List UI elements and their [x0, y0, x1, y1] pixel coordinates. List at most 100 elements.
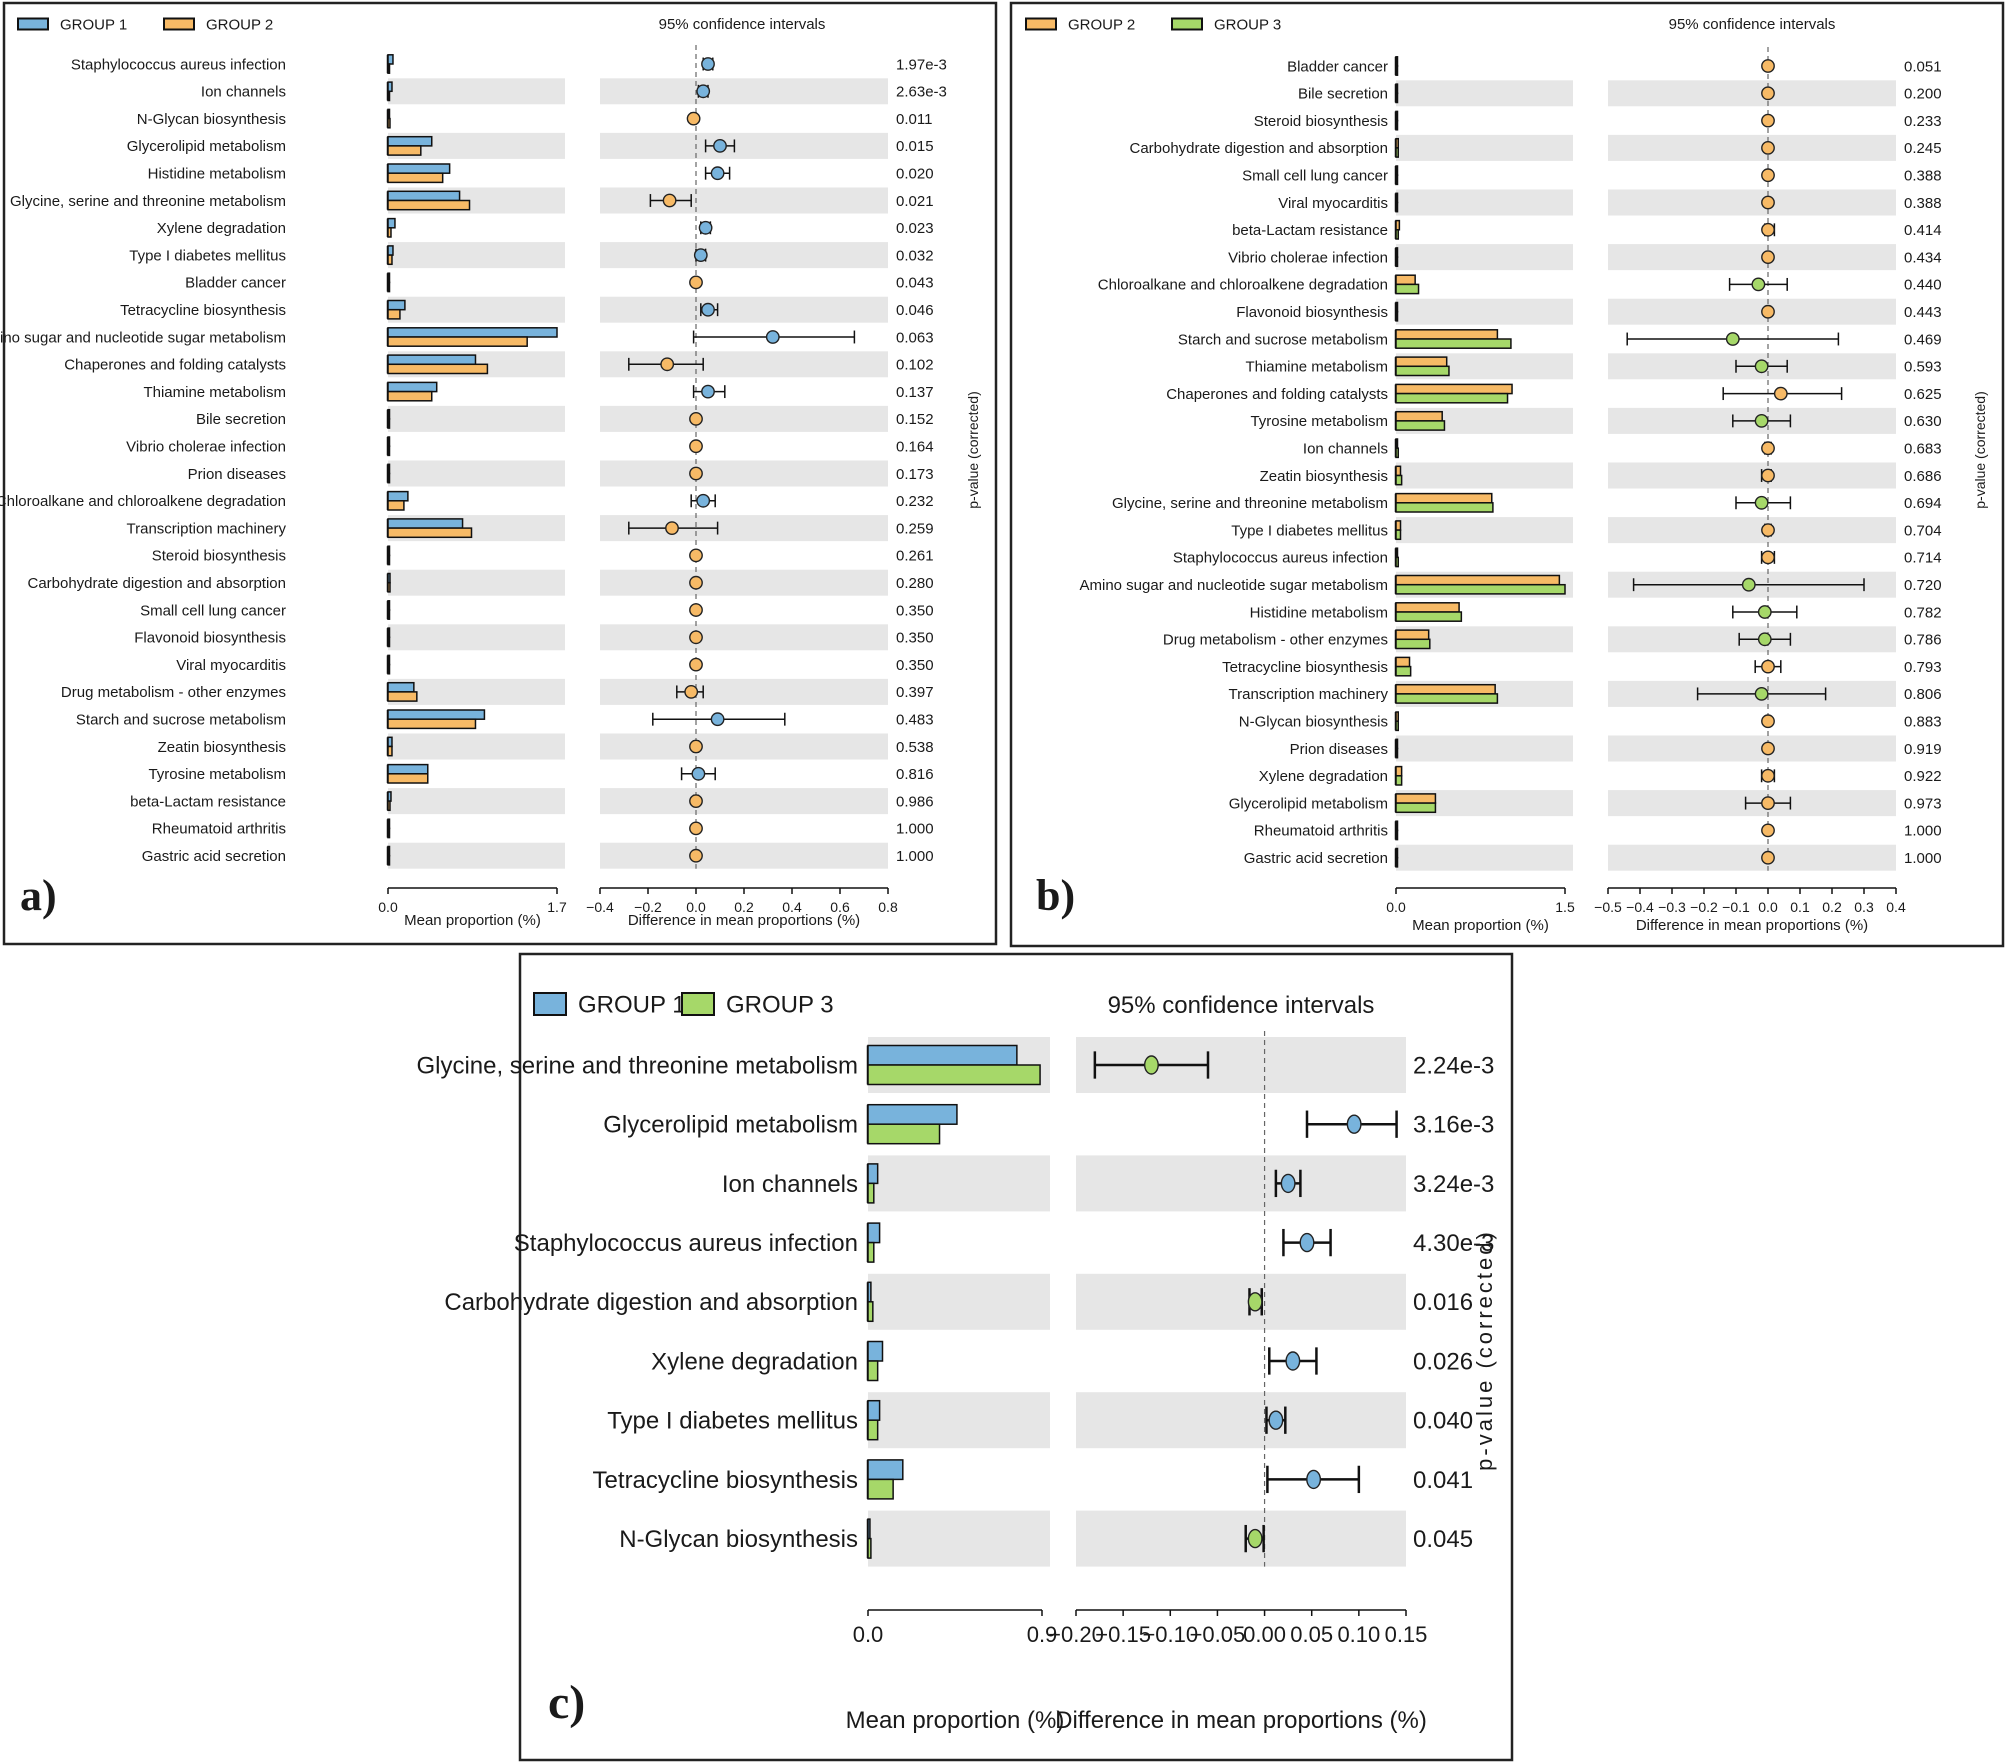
legend-swatch-group-2	[163, 17, 195, 31]
bar-group-2	[387, 63, 391, 74]
row-label: Ion channels	[722, 1171, 858, 1198]
row-band-ci	[1608, 80, 1896, 107]
bar-xlabel: Mean proportion (%)	[846, 1707, 1065, 1734]
bar-group-2	[1395, 410, 1443, 422]
bar-group-2	[387, 281, 391, 293]
row-label: Bladder cancer	[185, 275, 286, 292]
bar-group-3	[1395, 256, 1399, 268]
panel-a: GROUP 1 GROUP 2 95% confidence intervals St…	[0, 1, 998, 946]
bar-group-1	[867, 1222, 881, 1244]
panel-b: GROUP 2 GROUP 3 95% confidence intervals Bl…	[1009, 1, 2005, 948]
row-label: Xylene degradation	[1259, 768, 1388, 785]
ci-point	[689, 411, 703, 426]
row-label: Chaperones and folding catalysts	[1166, 386, 1388, 403]
row-label: Rheumatoid arthritis	[152, 821, 286, 838]
bar-group-3	[1395, 420, 1446, 431]
bar-group-1	[387, 736, 393, 748]
ci-point	[1280, 1173, 1296, 1194]
ci-point	[689, 466, 703, 481]
row-label: Chaperones and folding catalysts	[64, 357, 286, 374]
row-label: Prion diseases	[188, 466, 286, 483]
p-value: 0.625	[1904, 386, 1942, 403]
bar-group-2	[387, 581, 391, 593]
row-label: Zeatin biosynthesis	[158, 739, 286, 756]
row-label: Viral myocarditis	[176, 657, 286, 674]
panel-letter: c)	[548, 1676, 585, 1729]
row-band-ci	[1076, 1510, 1406, 1567]
p-value: 0.102	[896, 357, 934, 374]
ci-title: 95% confidence intervals	[1669, 16, 1836, 33]
row-label: Small cell lung cancer	[1242, 167, 1388, 184]
p-value: 0.919	[1904, 741, 1942, 758]
panel-letter: a)	[20, 871, 57, 920]
row-label: Vibrio cholerae infection	[126, 438, 286, 455]
panel-letter: b)	[1036, 871, 1075, 920]
row-label: Tyrosine metabolism	[1250, 413, 1388, 430]
bar-group-2	[1395, 520, 1402, 531]
row-label: Histidine metabolism	[148, 165, 286, 182]
row-label: Tyrosine metabolism	[148, 766, 286, 783]
bar-group-3	[1395, 829, 1399, 841]
ci-point	[1757, 632, 1772, 647]
row-label: Xylene degradation	[157, 220, 286, 237]
ci-tick-label: −0.5	[1594, 899, 1622, 915]
ci-point	[689, 794, 703, 808]
bar-group-1	[387, 545, 391, 557]
row-band-bars	[1396, 134, 1573, 161]
ci-point	[1299, 1232, 1315, 1253]
row-band-bars	[1396, 244, 1573, 271]
legend-label: GROUP 2	[1068, 16, 1135, 33]
p-value: 0.232	[896, 493, 934, 510]
row-label: Histidine metabolism	[1250, 604, 1388, 621]
row-band-ci	[1608, 189, 1896, 216]
bar-group-2	[387, 308, 401, 320]
bar-xlabel: Mean proportion (%)	[1412, 917, 1549, 934]
ci-tick-label: 0.05	[1290, 1622, 1333, 1647]
bar-group-2	[387, 691, 418, 702]
row-label: Glycerolipid metabolism	[1229, 795, 1388, 812]
legend-label: GROUP 3	[1214, 16, 1281, 33]
bar-group-3	[1395, 147, 1400, 158]
bar-group-1	[387, 463, 391, 475]
bar-tick-label: 0.0	[1386, 899, 1406, 915]
p-value: 0.397	[896, 684, 934, 701]
bar-group-2	[387, 663, 391, 675]
bar-group-2	[387, 117, 391, 129]
bar-group-1	[387, 354, 477, 366]
row-label: Starch and sucrose metabolism	[1178, 331, 1388, 348]
p-value: 0.720	[1904, 577, 1942, 594]
row-label: Transcription machinery	[127, 520, 287, 537]
p-value: 0.786	[1904, 632, 1942, 649]
row-label: Gastric acid secretion	[142, 848, 286, 865]
bar-group-3	[867, 1360, 879, 1382]
p-value: 1.000	[896, 821, 934, 838]
row-band-ci	[600, 733, 888, 760]
bar-group-3	[1395, 775, 1403, 786]
bar-group-2	[1395, 683, 1496, 695]
row-band-bars	[1396, 189, 1573, 216]
row-band-bars	[388, 405, 565, 432]
bar-group-2	[1395, 247, 1399, 258]
bar-group-1	[867, 1459, 904, 1481]
bar-group-2	[1395, 765, 1403, 777]
row-band-ci	[1076, 1392, 1406, 1449]
bar-group-2	[1395, 329, 1499, 340]
ci-point	[1247, 1292, 1263, 1312]
ci-point	[1761, 140, 1775, 155]
row-label: Carbohydrate digestion and absorption	[444, 1289, 858, 1316]
row-label: Xylene degradation	[651, 1348, 858, 1375]
bar-group-3	[1395, 583, 1566, 595]
legend-swatch-group-3	[681, 992, 715, 1016]
bar-group-2	[1395, 820, 1399, 832]
ci-tick-label: 0.2	[734, 899, 754, 915]
bar-tick-label: 0.0	[853, 1622, 884, 1647]
bar-group-2	[387, 554, 391, 566]
row-label: Glycine, serine and threonine metabolism	[10, 193, 286, 210]
bar-group-2	[387, 172, 444, 184]
row-label: beta-Lactam resistance	[1232, 222, 1388, 239]
bar-group-3	[1395, 392, 1509, 404]
ci-point	[1761, 714, 1775, 729]
ci-point	[1346, 1114, 1362, 1134]
row-band-bars	[388, 624, 565, 651]
bar-group-2	[1395, 847, 1399, 859]
